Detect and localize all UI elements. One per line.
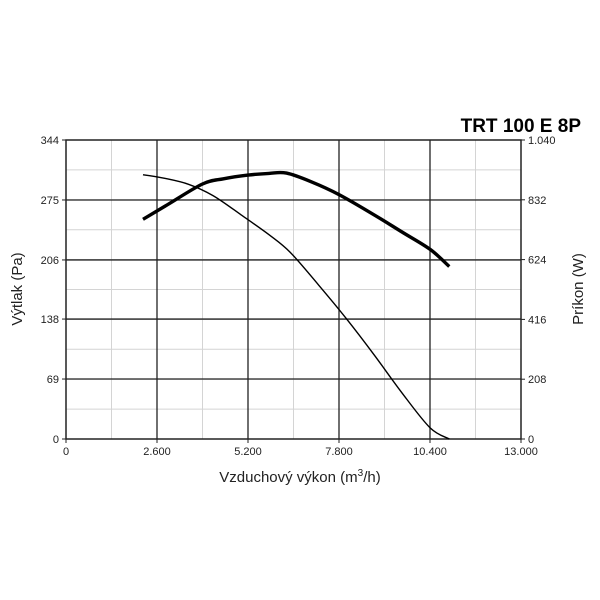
series-line-pressure [142,174,450,440]
y-tick-label: 138 [41,314,59,326]
x-tick-label: 10.400 [413,446,447,458]
x-tick-label: 2.600 [143,446,171,458]
series-lines [142,170,451,440]
y-tick-label: 0 [53,434,59,446]
x-axis-label-sup: 3 [358,468,364,479]
x-axis-ticks: 0 2.600 5.200 7.800 10.400 13.000 [63,439,538,458]
x-axis-label: Vzduchový výkon (m3/h) [219,468,380,486]
y2-tick-label: 208 [528,374,546,386]
y-tick-label: 206 [41,255,59,267]
x-axis-label-main: Vzduchový výkon (m [219,469,357,486]
y2-tick-label: 1.040 [528,135,556,147]
x-axis-label-suffix: /h) [363,469,381,486]
major-grid [66,140,521,439]
y2-tick-label: 624 [528,255,546,267]
y2-tick-label: 416 [528,314,546,326]
x-tick-label: 13.000 [504,446,538,458]
y-axis-ticks: 0 69 138 206 275 344 [41,135,66,446]
y-tick-label: 344 [41,135,59,147]
y2-axis-ticks: 0 208 416 624 832 1.040 [521,135,556,446]
y2-tick-label: 832 [528,195,546,207]
plot-frame [65,139,522,440]
y2-tick-label: 0 [528,434,534,446]
y-tick-label: 69 [47,374,59,386]
x-tick-label: 7.800 [325,446,353,458]
y-axis-label: Výtlak (Pa) [9,252,26,325]
chart-title: TRT 100 E 8P [461,116,582,137]
x-tick-label: 5.200 [234,446,262,458]
y2-axis-label: Príkon (W) [570,253,587,325]
x-tick-label: 0 [63,446,69,458]
series-line-power [142,170,451,268]
y-tick-label: 275 [41,195,59,207]
minor-grid [66,140,521,439]
